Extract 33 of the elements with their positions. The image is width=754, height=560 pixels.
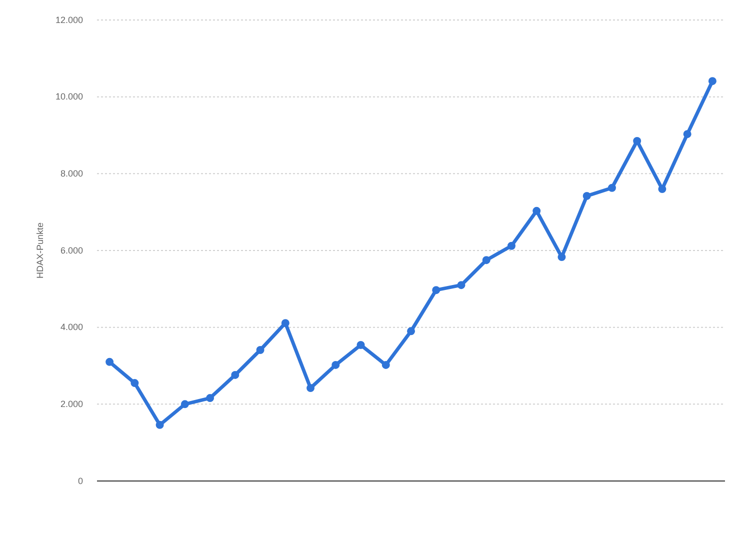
point: [558, 253, 566, 262]
point: [256, 346, 264, 354]
point: [332, 360, 340, 369]
point: [482, 256, 490, 264]
point: [206, 394, 214, 402]
point: [382, 360, 390, 369]
point: [306, 384, 315, 392]
point: [130, 379, 139, 388]
point: [658, 185, 666, 194]
y-tick-label: 12.000: [55, 14, 83, 25]
point: [633, 137, 642, 146]
y-tick-label: 2.000: [60, 399, 83, 410]
y-tick-label: 8.000: [60, 168, 83, 179]
point: [708, 77, 716, 86]
y-tick-label: 6.000: [60, 245, 83, 256]
y-axis-title: HDAX-Punkte: [35, 222, 45, 279]
point: [106, 358, 114, 366]
point: [231, 370, 240, 379]
point: [608, 184, 616, 192]
point: [156, 420, 164, 429]
point: [180, 400, 189, 408]
point: [507, 242, 516, 250]
point: [407, 327, 415, 336]
point: [432, 286, 440, 294]
y-tick-label: 10.000: [55, 92, 83, 102]
point: [457, 281, 466, 290]
y-tick-label: 4.000: [60, 322, 83, 332]
point: [281, 319, 290, 328]
y-tick-label: 0: [78, 476, 83, 486]
point: [532, 206, 541, 215]
point: [683, 130, 692, 138]
point: [356, 341, 365, 350]
point: [582, 192, 591, 200]
